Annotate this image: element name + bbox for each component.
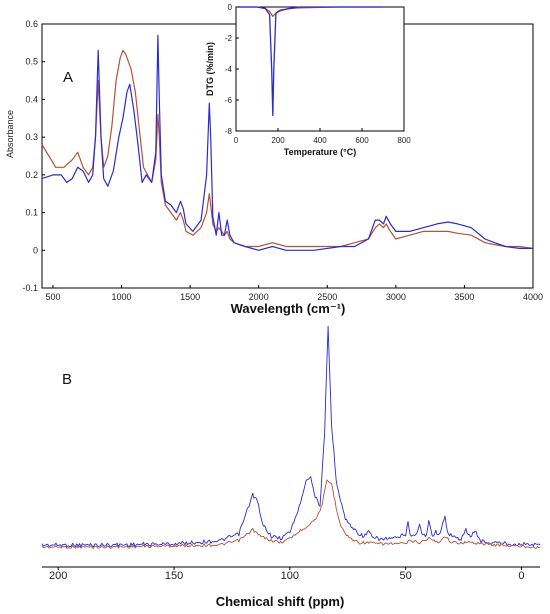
nmr-x-ticks: 200 150 100 50 0 [49,567,525,582]
ftir-y-tick-label: -0.1 [22,283,38,293]
ftir-x-tick-label: 500 [45,292,60,302]
dtg-x-tick-label: 200 [271,136,285,145]
dtg-x-ticks: 0 200 400 600 800 [234,128,411,145]
ftir-series-2-line [41,34,533,251]
nmr-x-tick-label: 150 [165,570,183,582]
dtg-y-tick-label: -2 [225,34,233,43]
panel-label-b: B [62,371,72,388]
ftir-y-tick-label: 0.5 [25,57,38,67]
ftir-y-tick-label: 0.6 [25,19,38,29]
nmr-series [41,325,541,549]
ftir-x-axis-label: Wavelength (cm⁻¹) [231,301,346,316]
dtg-y-tick-label: -6 [225,96,233,105]
nmr-x-tick-label: 100 [281,570,299,582]
ftir-x-tick-label: 1500 [180,292,200,302]
ftir-x-tick-label: 4000 [523,292,543,302]
nmr-x-axis-label: Chemical shift (ppm) [216,594,345,609]
nmr-x-tick-label: 0 [518,570,524,582]
dtg-x-tick-label: 800 [397,136,411,145]
panel-label-a: A [63,69,73,86]
dtg-x-tick-label: 600 [355,136,369,145]
ftir-y-axis-label: Absorbance [5,110,15,158]
ftir-y-tick-label: 0.2 [25,170,38,180]
dtg-inset-chart: 0 -2 -4 -6 -8 0 200 400 600 800 Temperature (°C)… [205,3,411,157]
ftir-x-ticks: 500 1000 1500 2000 2500 3000 3500 4000 [45,285,543,302]
ftir-x-tick-label: 3500 [454,292,474,302]
ftir-chart: -0.100.10.20.30.40.50.6 500 1000 1500 2000 2… [5,19,543,316]
nmr-red-series-1-line [41,479,541,549]
dtg-series-2-line [236,6,383,117]
ftir-x-tick-label: 2000 [249,292,269,302]
nmr-chart: 200 150 100 50 0 Chemical shift (ppm) B [41,325,541,609]
ftir-y-tick-label: 0 [33,245,38,255]
dtg-y-tick-label: 0 [228,3,233,12]
dtg-x-axis-label: Temperature (°C) [284,147,356,157]
ftir-y-tick-label: 0.4 [25,94,38,104]
ftir-y-ticks: -0.1 0 0.1 0.2 0.3 0.4 0.5 0.6 [22,19,45,293]
ftir-x-tick-label: 3000 [386,292,406,302]
dtg-y-tick-label: -4 [225,65,233,74]
nmr-x-tick-label: 50 [400,570,412,582]
ftir-y-tick-label: 0.3 [25,132,38,142]
ftir-x-tick-label: 1000 [112,292,132,302]
dtg-y-tick-label: -8 [225,127,233,136]
nmr-x-tick-label: 200 [49,570,67,582]
ftir-x-tick-label: 2500 [317,292,337,302]
ftir-y-tick-label: 0.1 [25,208,38,218]
ftir-series [41,34,534,251]
dtg-y-axis-label: DTG (%/min) [205,42,215,96]
nmr-blue-series-1-line [41,325,541,548]
dtg-x-tick-label: 0 [234,136,239,145]
ftir-series-1-line [41,49,534,249]
dtg-x-tick-label: 400 [313,136,327,145]
dtg-series [236,6,383,117]
